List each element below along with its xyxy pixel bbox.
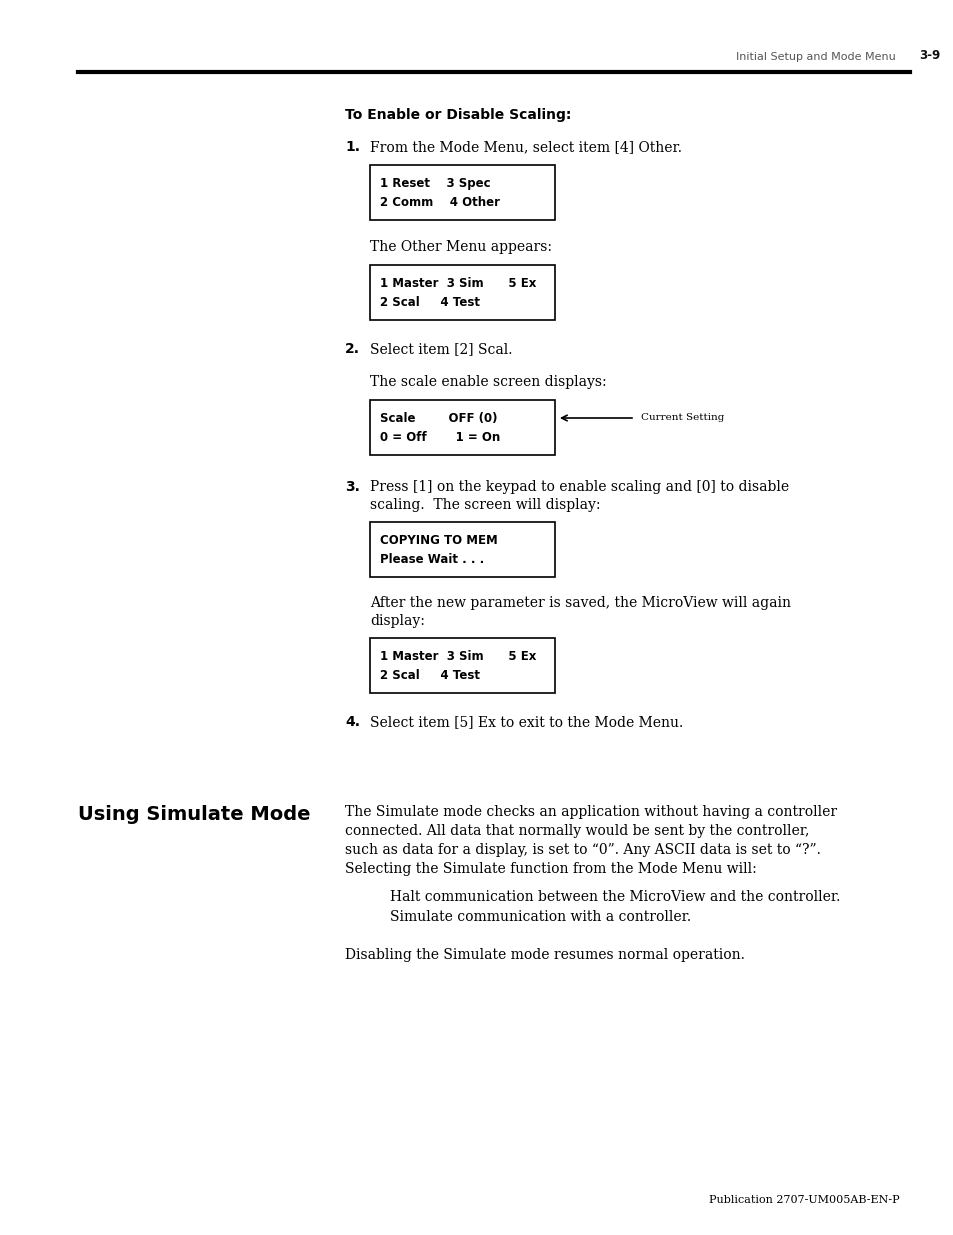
- Text: Selecting the Simulate function from the Mode Menu will:: Selecting the Simulate function from the…: [345, 862, 756, 876]
- Text: Select item [5] Ex to exit to the Mode Menu.: Select item [5] Ex to exit to the Mode M…: [370, 715, 682, 729]
- Text: 3.: 3.: [345, 480, 359, 494]
- Bar: [370, 165, 555, 220]
- Text: Select item [2] Scal.: Select item [2] Scal.: [370, 342, 512, 356]
- Text: From the Mode Menu, select item [4] Other.: From the Mode Menu, select item [4] Othe…: [370, 140, 681, 154]
- Bar: [370, 400, 555, 454]
- Text: Press [1] on the keypad to enable scaling and [0] to disable: Press [1] on the keypad to enable scalin…: [370, 480, 788, 494]
- Text: The Simulate mode checks an application without having a controller: The Simulate mode checks an application …: [345, 805, 836, 819]
- Text: 0 = Off       1 = On: 0 = Off 1 = On: [379, 431, 499, 445]
- Text: display:: display:: [370, 614, 424, 629]
- Bar: [370, 638, 555, 693]
- Text: After the new parameter is saved, the MicroView will again: After the new parameter is saved, the Mi…: [370, 597, 790, 610]
- Text: 3-9: 3-9: [918, 49, 939, 62]
- Text: 4.: 4.: [345, 715, 359, 729]
- Text: Disabling the Simulate mode resumes normal operation.: Disabling the Simulate mode resumes norm…: [345, 948, 744, 962]
- Text: Using Simulate Mode: Using Simulate Mode: [78, 805, 310, 824]
- Text: 1 Master  3 Sim      5 Ex: 1 Master 3 Sim 5 Ex: [379, 650, 536, 663]
- Text: scaling.  The screen will display:: scaling. The screen will display:: [370, 498, 599, 513]
- Text: connected. All data that normally would be sent by the controller,: connected. All data that normally would …: [345, 824, 808, 839]
- Text: 1 Reset    3 Spec: 1 Reset 3 Spec: [379, 177, 490, 190]
- Text: such as data for a display, is set to “0”. Any ASCII data is set to “?”.: such as data for a display, is set to “0…: [345, 844, 820, 857]
- Text: Current Setting: Current Setting: [640, 414, 723, 422]
- Text: Scale        OFF (0): Scale OFF (0): [379, 412, 497, 425]
- Text: The scale enable screen displays:: The scale enable screen displays:: [370, 375, 606, 389]
- Text: Simulate communication with a controller.: Simulate communication with a controller…: [390, 910, 690, 924]
- Text: 1.: 1.: [345, 140, 359, 154]
- Text: Initial Setup and Mode Menu: Initial Setup and Mode Menu: [736, 52, 895, 62]
- Text: Please Wait . . .: Please Wait . . .: [379, 553, 484, 566]
- Text: 2 Comm    4 Other: 2 Comm 4 Other: [379, 196, 499, 209]
- Text: The Other Menu appears:: The Other Menu appears:: [370, 240, 552, 254]
- Text: 2 Scal     4 Test: 2 Scal 4 Test: [379, 669, 479, 682]
- Text: COPYING TO MEM: COPYING TO MEM: [379, 534, 497, 547]
- Text: To Enable or Disable Scaling:: To Enable or Disable Scaling:: [345, 107, 571, 122]
- Text: 1 Master  3 Sim      5 Ex: 1 Master 3 Sim 5 Ex: [379, 277, 536, 290]
- Text: Halt communication between the MicroView and the controller.: Halt communication between the MicroView…: [390, 890, 840, 904]
- Text: Publication 2707-UM005AB-EN-P: Publication 2707-UM005AB-EN-P: [709, 1195, 899, 1205]
- Text: 2 Scal     4 Test: 2 Scal 4 Test: [379, 296, 479, 309]
- Bar: [370, 522, 555, 577]
- Bar: [370, 266, 555, 320]
- Text: 2.: 2.: [345, 342, 359, 356]
